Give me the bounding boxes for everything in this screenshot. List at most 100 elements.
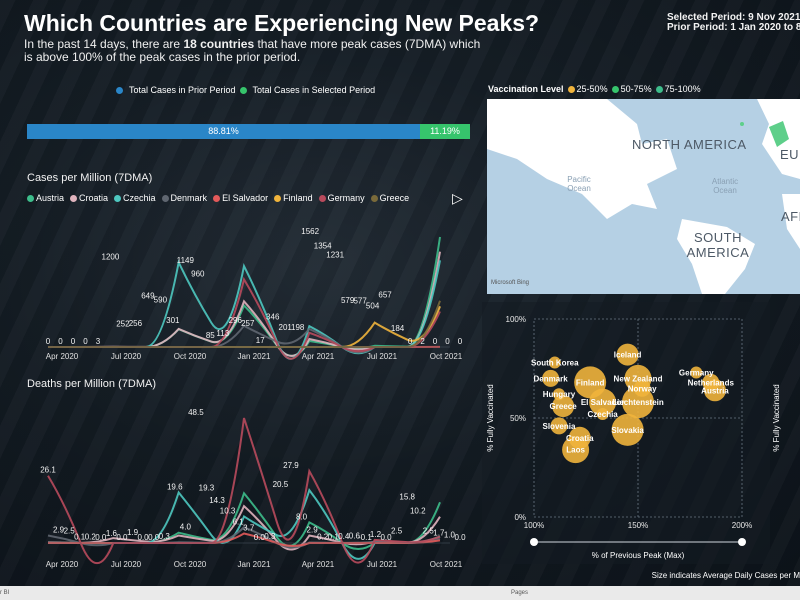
scatter-point-czechia[interactable] [596,408,609,421]
scatter-point-germany[interactable] [690,366,703,379]
x-tick-label: Oct 2020 [174,352,207,361]
legend-item-greece[interactable]: Greece [370,193,410,203]
scatter-point-laos[interactable] [562,436,590,464]
legend-label: Czechia [123,193,156,203]
data-label: 15.8 [399,492,415,501]
legend-item-denmark[interactable]: Denmark [161,193,207,203]
legend-item-finland[interactable]: Finland [274,193,313,203]
legend-dot [70,194,78,202]
map-land [487,99,800,294]
data-label: 1.9 [127,528,139,537]
data-label: 6.1 [233,517,245,526]
data-label: 504 [366,302,380,311]
data-label: 0.3 [264,532,276,541]
legend-label: El Salvador [222,193,269,203]
data-label: 0.0 [454,533,466,542]
data-label: 198 [291,323,305,332]
x-tick-label: Apr 2020 [46,560,79,569]
vaccination-legend: Vaccination Level 25-50% 50-75% 75-100% [488,84,701,94]
selected-dot [239,86,247,94]
data-label: 19.6 [167,482,183,491]
data-label: 2.5 [64,527,76,536]
scatter-point-liechtenstein[interactable] [622,386,654,419]
legend-dot [161,194,169,202]
vaccination-level-1[interactable]: 50-75% [611,84,652,94]
legend-dot [370,194,378,202]
legend-prior[interactable]: Total Cases in Prior Period [129,85,236,95]
scatter-point-greece[interactable] [552,395,575,418]
legend-selected[interactable]: Total Cases in Selected Period [252,85,376,95]
vaccination-level-2[interactable]: 75-100% [655,84,701,94]
data-label: 26.1 [40,466,56,475]
legend-item-el-salvador[interactable]: El Salvador [213,193,268,203]
deaths-chart-title: Deaths per Million (7DMA) [27,378,156,390]
data-label: 0.0 [254,533,266,542]
legend-dot [274,194,282,202]
data-label: 1354 [314,242,332,251]
prior-share-bar[interactable]: 88.81% [27,124,420,139]
map-label-south-america: SOUTH AMERICA [686,230,750,260]
pages-tab[interactable]: Pages [511,590,529,596]
scatter-x-title: % of Previous Peak (Max) [592,551,685,560]
scatter-point-label: Croatia [566,434,594,443]
scatter-point-el-salvador[interactable] [589,388,617,416]
scatter-point-denmark[interactable] [542,369,560,387]
series-line-czechia[interactable] [48,259,441,360]
scatter-point-slovakia[interactable] [611,413,644,446]
x-tick-label: Jul 2020 [111,560,142,569]
vaccination-level-0[interactable]: 25-50% [567,84,608,94]
scatter-y-tick: 0% [514,513,526,522]
scatter-point-slovenia[interactable] [550,417,568,435]
scatter-chart: South Korea Denmark Iceland New Zealand Finl… [486,315,800,580]
x-tick-label: Jul 2021 [367,352,398,361]
vaccination-dot [567,85,575,93]
prior-share-label: 88.81% [208,126,239,136]
data-label: 0 [445,337,450,346]
map-label-atlantic: Atlantic Ocean [711,177,739,195]
data-label: 0 [58,337,63,346]
vaccination-level-label: 25-50% [576,84,608,94]
data-label: 85 [206,331,215,340]
legend-label: Greece [379,193,410,203]
scatter-x-tick: 100% [524,521,544,530]
scatter-point-label: Germany [679,368,714,377]
range-slider-max-handle[interactable] [738,538,746,546]
scatter-point-label: Norway [628,384,657,393]
scatter-point-label: Slovakia [611,426,644,435]
scatter-point-iceland[interactable] [616,343,639,366]
data-label: 10.2 [410,507,426,516]
play-icon[interactable]: ▷ [452,190,463,206]
scatter-point-austria[interactable] [703,379,726,402]
map-label-europe: EU [780,147,800,162]
scatter-point-label: Austria [701,386,729,395]
legend-dot [27,194,34,202]
prior-period: Prior Period: 1 Jan 2020 to 8 M [667,22,800,33]
data-label: 252 [116,319,130,328]
data-label: 8.0 [296,512,308,521]
legend-item-austria[interactable]: Austria [27,193,64,203]
scatter-point-label: Liechtenstein [612,398,664,407]
data-label: 1.7 [433,529,445,538]
scatter-size-note: Size indicates Average Daily Cases per M [652,571,800,580]
data-label: 0.6 [349,531,361,540]
data-label: 2 [420,337,425,346]
data-label: 579 [341,296,355,305]
map-label-africa: AFR [781,209,800,224]
legend-dot [213,194,221,202]
legend-item-germany[interactable]: Germany [318,193,365,203]
selected-share-bar[interactable]: 11.19% [420,124,470,139]
world-map[interactable]: NORTH AMERICA SOUTH AMERICA EU AFR Pacif… [487,99,800,294]
data-label: 0.3 [159,532,171,541]
data-label: 0.2 [85,532,97,541]
selected-period: Selected Period: 9 Nov 2021 - [667,12,800,23]
data-label: 0 [408,337,413,346]
data-label: 1231 [326,250,344,259]
scatter-point-south-korea[interactable] [548,356,561,369]
scatter-point-label: Denmark [534,374,569,383]
legend-item-croatia[interactable]: Croatia [70,193,108,203]
range-slider-min-handle[interactable] [530,538,538,546]
x-tick-label: Apr 2021 [302,352,335,361]
legend-item-czechia[interactable]: Czechia [114,193,156,203]
subtitle-count: 18 countries [183,37,255,51]
